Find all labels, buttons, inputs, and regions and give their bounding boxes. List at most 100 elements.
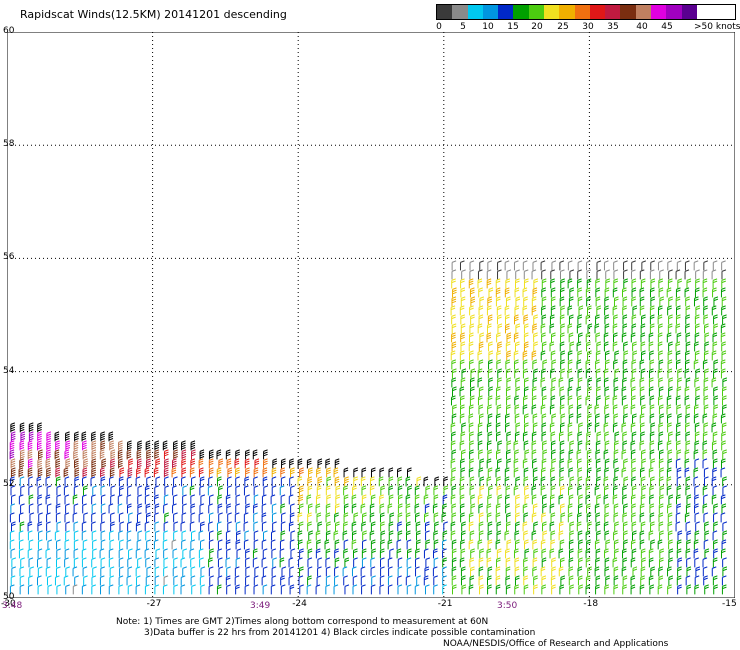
wind-barb: [342, 566, 348, 577]
wind-barb: [325, 530, 331, 541]
wind-barb: [244, 584, 250, 595]
wind-barb: [334, 512, 339, 523]
wind-barb: [522, 503, 528, 514]
wind-barb: [630, 386, 636, 397]
wind-barb: [200, 521, 205, 532]
wind-barb: [180, 584, 186, 595]
wind-barb: [100, 494, 106, 505]
wind-barb: [253, 476, 258, 487]
wind-barb: [559, 485, 565, 496]
wind-barb: [504, 305, 510, 316]
wind-barb: [190, 566, 196, 577]
wind-barb: [515, 494, 520, 505]
wind-barb: [433, 485, 439, 496]
wind-barb: [81, 530, 87, 541]
wind-barb: [46, 503, 52, 514]
wind-barb: [658, 503, 664, 514]
wind-barb: [576, 341, 582, 352]
wind-barb: [469, 449, 474, 460]
wind-barb: [468, 467, 474, 478]
wind-barb: [622, 485, 627, 496]
wind-barb: [514, 584, 519, 595]
wind-barb: [279, 539, 285, 550]
wind-barb: [199, 503, 205, 514]
wind-barb: [576, 386, 582, 397]
wind-barb: [668, 269, 673, 280]
wind-barb: [523, 278, 529, 289]
wind-barb: [198, 530, 204, 541]
wind-barb: [55, 440, 60, 451]
wind-barb: [666, 287, 672, 298]
wind-barb: [702, 440, 708, 451]
wind-barb: [585, 368, 591, 379]
wind-barb: [479, 260, 484, 271]
wind-barb: [389, 512, 395, 523]
wind-barb: [640, 467, 645, 478]
wind-barb: [713, 323, 718, 334]
wind-barb: [513, 467, 519, 478]
wind-barb: [298, 503, 304, 514]
wind-barb: [55, 458, 61, 469]
wind-barb: [596, 377, 601, 388]
wind-barb: [559, 449, 565, 460]
wind-barb: [81, 431, 87, 442]
wind-barb: [506, 440, 512, 451]
wind-barb: [479, 458, 485, 469]
wind-barb: [218, 566, 224, 577]
wind-barb: [549, 314, 555, 325]
wind-barb: [648, 557, 654, 568]
wind-barb: [487, 431, 493, 442]
wind-barb: [128, 548, 133, 559]
wind-barb: [560, 512, 566, 523]
wind-barb: [684, 449, 690, 460]
wind-barb: [172, 503, 177, 514]
wind-barb: [667, 323, 673, 334]
wind-barb: [684, 368, 690, 379]
wind-barb: [622, 314, 628, 325]
wind-barb: [703, 305, 708, 316]
wind-barb: [712, 260, 718, 271]
wind-barb: [659, 557, 664, 568]
wind-barb: [379, 494, 384, 505]
wind-barb: [486, 323, 492, 334]
wind-barb: [136, 458, 142, 469]
wind-barb: [460, 566, 466, 577]
wind-barb: [54, 575, 60, 586]
wind-barb: [459, 359, 465, 370]
colorbar-swatch: [513, 5, 529, 19]
wind-barb: [227, 485, 232, 496]
wind-barb: [676, 440, 681, 451]
wind-barb: [416, 575, 421, 586]
wind-barb: [387, 575, 393, 586]
wind-barb: [118, 512, 124, 523]
wind-barb: [596, 431, 602, 442]
wind-barb: [200, 539, 205, 550]
wind-barb: [307, 485, 313, 496]
wind-barb: [542, 440, 547, 451]
wind-barb: [415, 557, 420, 568]
wind-barb: [316, 575, 322, 586]
wind-barb: [694, 575, 700, 586]
wind-barb: [416, 476, 422, 487]
wind-barb: [578, 422, 583, 433]
wind-barb: [163, 467, 169, 478]
wind-barb: [675, 494, 681, 505]
wind-barb: [100, 584, 105, 595]
wind-barb: [595, 575, 601, 586]
wind-barb: [675, 431, 681, 442]
wind-barb: [109, 530, 114, 541]
wind-barb: [73, 440, 79, 451]
wind-barb: [523, 530, 528, 541]
wind-barb: [180, 557, 186, 568]
wind-barb: [397, 467, 402, 478]
wind-barb: [694, 431, 700, 442]
wind-barb: [487, 575, 492, 586]
wind-barb: [632, 566, 638, 577]
wind-barb: [333, 467, 339, 478]
wind-barb: [713, 503, 718, 514]
wind-barb: [684, 287, 690, 298]
wind-barb: [225, 539, 231, 550]
wind-barb: [91, 440, 97, 451]
wind-barb: [702, 557, 708, 568]
wind-barb: [126, 494, 132, 505]
